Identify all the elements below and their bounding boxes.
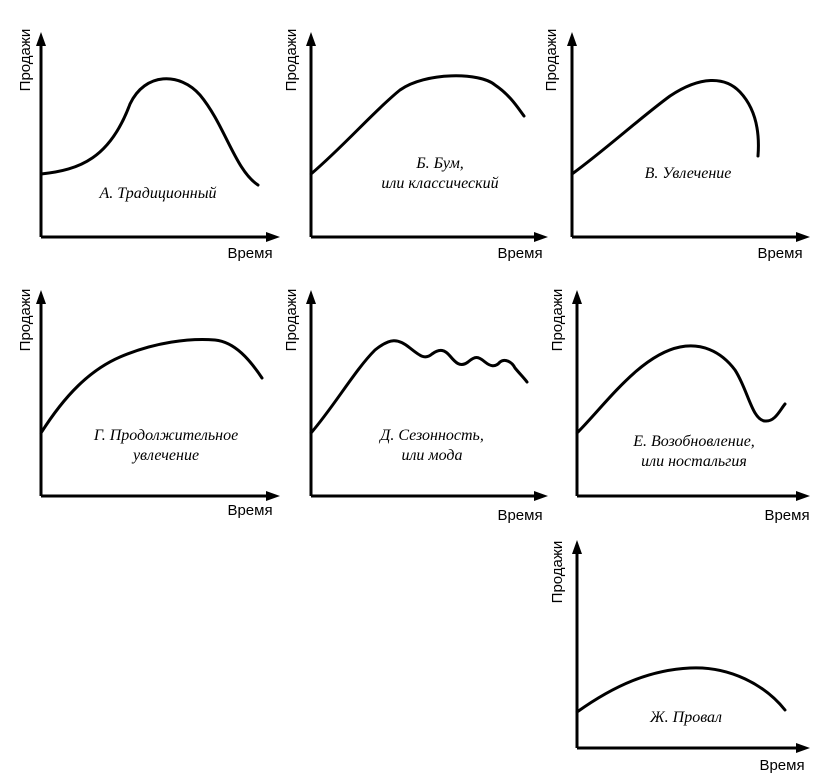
x-axis-label: Время bbox=[227, 502, 272, 519]
y-axis-arrow-icon bbox=[36, 290, 46, 304]
x-axis-label: Время bbox=[764, 507, 809, 524]
panel-v-fad: Продажи Время В. Увлечение bbox=[543, 29, 810, 262]
x-axis-label: Время bbox=[497, 507, 542, 524]
sales-curve bbox=[39, 77, 260, 187]
panel-label-line-2: или ностальгия bbox=[641, 453, 747, 470]
panel-g-long-fad: Продажи Время Г. Продолжительное увлечен… bbox=[17, 289, 280, 519]
y-axis-label: Продажи bbox=[283, 289, 300, 352]
sales-curve bbox=[309, 339, 529, 435]
panel-label-line-1: Ж. Провал bbox=[649, 709, 722, 726]
x-axis-label: Время bbox=[227, 245, 272, 262]
panel-zh-failure: Продажи Время Ж. Провал bbox=[549, 540, 810, 774]
panel-label-line-1: В. Увлечение bbox=[645, 165, 732, 182]
panel-e-revival: Продажи Время Е. Возобновление, или ност… bbox=[549, 289, 810, 524]
x-axis-arrow-icon bbox=[534, 232, 548, 242]
panel-label-line-2: или классический bbox=[381, 175, 498, 192]
x-axis-arrow-icon bbox=[796, 743, 810, 753]
x-axis-arrow-icon bbox=[534, 491, 548, 501]
panel-label-line-1: А. Традиционный bbox=[98, 185, 216, 202]
y-axis-arrow-icon bbox=[306, 290, 316, 304]
panel-d-seasonal: Продажи Время Д. Сезонность, или мода bbox=[283, 289, 548, 524]
x-axis-label: Время bbox=[759, 757, 804, 774]
y-axis-label: Продажи bbox=[17, 29, 34, 92]
y-axis-arrow-icon bbox=[572, 540, 582, 554]
y-axis-label: Продажи bbox=[283, 29, 300, 92]
y-axis-arrow-icon bbox=[567, 32, 577, 46]
panel-b-boom: Продажи Время Б. Бум, или классический bbox=[283, 29, 548, 262]
panel-a-traditional: Продажи Время А. Традиционный bbox=[17, 29, 280, 262]
panel-label-line-2: или мода bbox=[401, 447, 462, 464]
y-axis-label: Продажи bbox=[549, 541, 566, 604]
sales-curve bbox=[309, 74, 526, 176]
y-axis-label: Продажи bbox=[549, 289, 566, 352]
sales-curve bbox=[575, 666, 787, 714]
y-axis-arrow-icon bbox=[306, 32, 316, 46]
y-axis-label: Продажи bbox=[17, 289, 34, 352]
sales-curve bbox=[39, 338, 264, 435]
x-axis-arrow-icon bbox=[266, 232, 280, 242]
panel-label-line-2: увлечение bbox=[131, 447, 199, 464]
y-axis-label: Продажи bbox=[543, 29, 560, 92]
y-axis-arrow-icon bbox=[36, 32, 46, 46]
panel-label-line-1: Г. Продолжительное bbox=[93, 427, 238, 444]
y-axis-arrow-icon bbox=[572, 290, 582, 304]
x-axis-arrow-icon bbox=[796, 232, 810, 242]
panel-label-line-1: Е. Возобновление, bbox=[632, 433, 755, 450]
x-axis-label: Время bbox=[497, 245, 542, 262]
sales-curve bbox=[570, 79, 760, 176]
sales-curve bbox=[575, 344, 787, 435]
x-axis-label: Время bbox=[757, 245, 802, 262]
panel-label-line-1: Б. Бум, bbox=[415, 155, 464, 172]
panel-label-line-1: Д. Сезонность, bbox=[378, 427, 484, 444]
x-axis-arrow-icon bbox=[266, 491, 280, 501]
x-axis-arrow-icon bbox=[796, 491, 810, 501]
